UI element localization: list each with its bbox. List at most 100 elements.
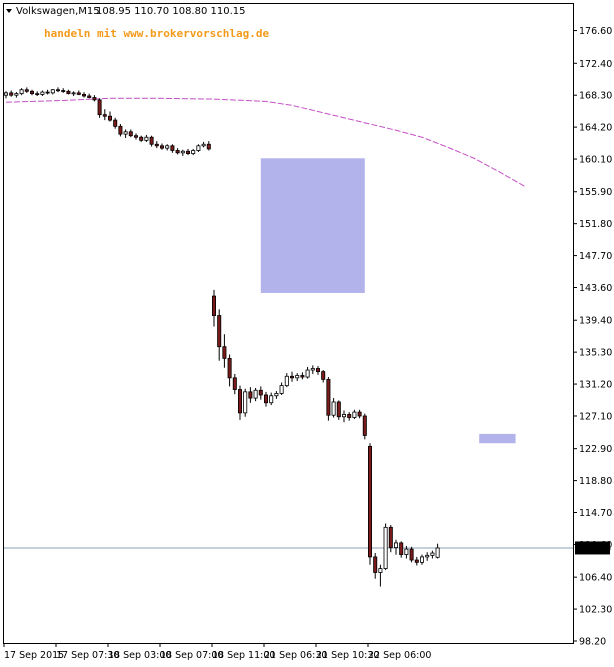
candle <box>29 89 34 96</box>
candle-body-bull <box>419 556 424 563</box>
candle-body-bull <box>201 143 206 147</box>
candle-body-bear <box>159 145 164 149</box>
candle <box>310 365 315 374</box>
candle-body-bear <box>35 93 40 96</box>
candle-body-bull <box>295 375 300 379</box>
y-tick-label: 127.10 <box>579 411 612 422</box>
candle <box>341 410 346 423</box>
candle-body-bear <box>82 94 87 97</box>
candle <box>269 392 274 406</box>
candle-body-bear <box>66 90 71 95</box>
y-tick-label: 122.90 <box>579 444 612 455</box>
candles <box>4 87 440 587</box>
candle-body-bear <box>263 394 268 404</box>
gap-zones <box>260 158 516 444</box>
candle-body-bull <box>378 568 383 573</box>
candle-body-bull <box>123 131 128 135</box>
chart-header: Volkswagen,M15 108.95 110.70 108.80 110.… <box>6 6 246 17</box>
candle <box>435 543 440 559</box>
candle-body-bear <box>206 143 211 150</box>
candle <box>133 133 138 140</box>
candle <box>56 87 61 93</box>
y-tick-label: 151.80 <box>579 219 612 230</box>
candle-body-bull <box>435 547 440 558</box>
candle-body-bear <box>45 91 50 94</box>
y-tick-label: 102.30 <box>579 605 612 616</box>
candle <box>425 552 430 561</box>
candle-body-bear <box>108 115 113 121</box>
candle-body-bull <box>425 554 430 558</box>
candle-body-bear <box>232 377 237 390</box>
candle-body-bear <box>76 92 81 95</box>
triangle-down-icon[interactable] <box>6 9 12 13</box>
candle-body-bear <box>128 131 133 137</box>
candle <box>232 373 237 395</box>
y-tick-label: 168.30 <box>579 91 612 102</box>
candle <box>165 144 170 151</box>
candle <box>321 370 326 383</box>
candle <box>24 87 29 93</box>
candle <box>248 387 253 403</box>
y-tick-label: 176.60 <box>579 26 612 37</box>
x-tick-label: 18 Sep 07:00 <box>160 650 223 661</box>
candle-body-bear <box>56 89 61 92</box>
candle <box>326 377 331 421</box>
candle <box>45 89 50 95</box>
candle-body-bull <box>383 526 388 569</box>
last-price-tag: 110.15 <box>575 541 611 555</box>
candle <box>35 91 40 96</box>
candle <box>185 148 190 156</box>
candle-body-bear <box>362 415 367 436</box>
candle <box>237 385 242 420</box>
candle <box>383 523 388 571</box>
gap-zone-1 <box>260 158 365 293</box>
candle <box>243 388 248 417</box>
candle <box>180 149 185 156</box>
candle <box>305 366 310 379</box>
candle-body-bull <box>165 145 170 149</box>
candle-body-bull <box>243 391 248 414</box>
candle-body-bear <box>87 95 92 98</box>
y-tick-label: 114.70 <box>579 508 612 519</box>
candle <box>144 134 149 142</box>
candle <box>253 387 258 402</box>
y-tick-label: 135.30 <box>579 348 612 359</box>
candle <box>206 141 211 151</box>
candle-body-bull <box>180 150 185 154</box>
candle-body-bull <box>14 93 19 96</box>
x-tick-label: 17 Sep 2015 <box>4 650 64 661</box>
symbol-timeframe: Volkswagen,M15 <box>16 6 100 17</box>
candle <box>108 111 113 122</box>
y-tick-label: 139.40 <box>579 316 612 327</box>
candle-body-bull <box>71 92 76 95</box>
candle <box>128 129 133 138</box>
candle-body-bear <box>29 90 34 95</box>
candle <box>263 391 268 407</box>
candle-body-bull <box>284 375 289 387</box>
x-tick-label: 22 Sep 06:00 <box>368 650 431 661</box>
candle-body-bull <box>341 414 346 418</box>
candle-body-bull <box>269 395 274 404</box>
x-tick-label: 17 Sep 07:30 <box>56 650 119 661</box>
candle-body-bear <box>414 559 419 563</box>
candle <box>82 92 87 98</box>
candle-body-bear <box>24 89 29 92</box>
candle-body-bear <box>9 92 14 96</box>
candle <box>9 90 14 97</box>
watermark-text: handeln mit www.brokervorschlag.de <box>44 27 270 40</box>
candle <box>315 366 320 375</box>
candle <box>87 93 92 99</box>
x-tick-label: 18 Sep 03:00 <box>108 650 171 661</box>
ohlc-values: 108.95 110.70 108.80 110.15 <box>96 6 246 17</box>
candle-body-bear <box>399 542 404 555</box>
candle <box>352 409 357 420</box>
candle-body-bear <box>170 145 175 151</box>
plot-area <box>3 3 574 644</box>
y-tick-label: 131.20 <box>579 380 612 391</box>
candle <box>92 95 97 102</box>
candle <box>404 546 409 559</box>
candle-body-bear <box>185 150 190 154</box>
candle-body-bear <box>211 295 216 316</box>
